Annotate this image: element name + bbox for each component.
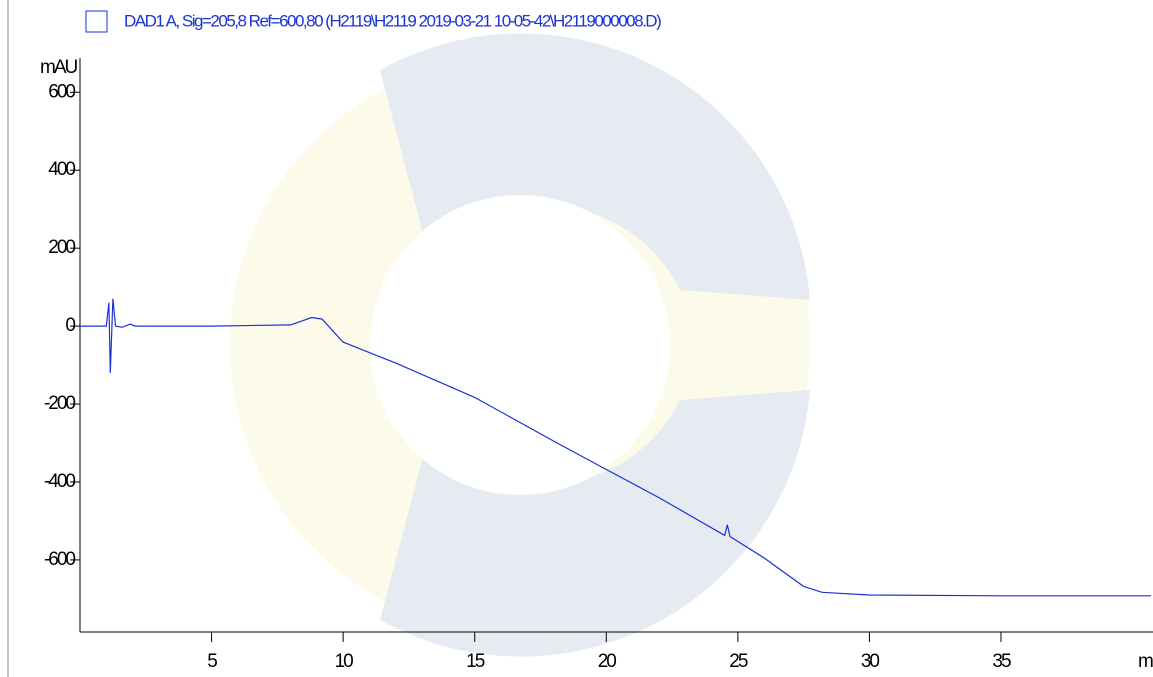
x-tick-label: 35 [992, 651, 1011, 672]
legend-swatch [85, 10, 108, 33]
y-tick-label: -600 [44, 549, 75, 570]
y-tick-label: 400 [48, 159, 75, 180]
watermark [230, 33, 810, 657]
x-tick-label: 30 [861, 651, 880, 672]
y-tick-label: 600 [48, 81, 75, 102]
y-tick-label: 200 [48, 237, 75, 258]
x-tick-label: 15 [466, 651, 485, 672]
x-tick-label: 20 [598, 651, 617, 672]
y-axis-label: mAU [40, 57, 78, 78]
y-tick-label: 0 [65, 315, 75, 336]
data-line [80, 298, 1151, 597]
y-tick-label: -200 [44, 393, 75, 414]
y-tick-label: -400 [44, 471, 75, 492]
x-tick-label: 25 [729, 651, 748, 672]
x-tick-label: 5 [207, 651, 217, 672]
x-axis-label: mi [1138, 651, 1153, 672]
x-tick-label: 10 [335, 651, 354, 672]
legend-label: DAD1 A, Sig=205,8 Ref=600,80 (H2119\H211… [124, 11, 661, 30]
